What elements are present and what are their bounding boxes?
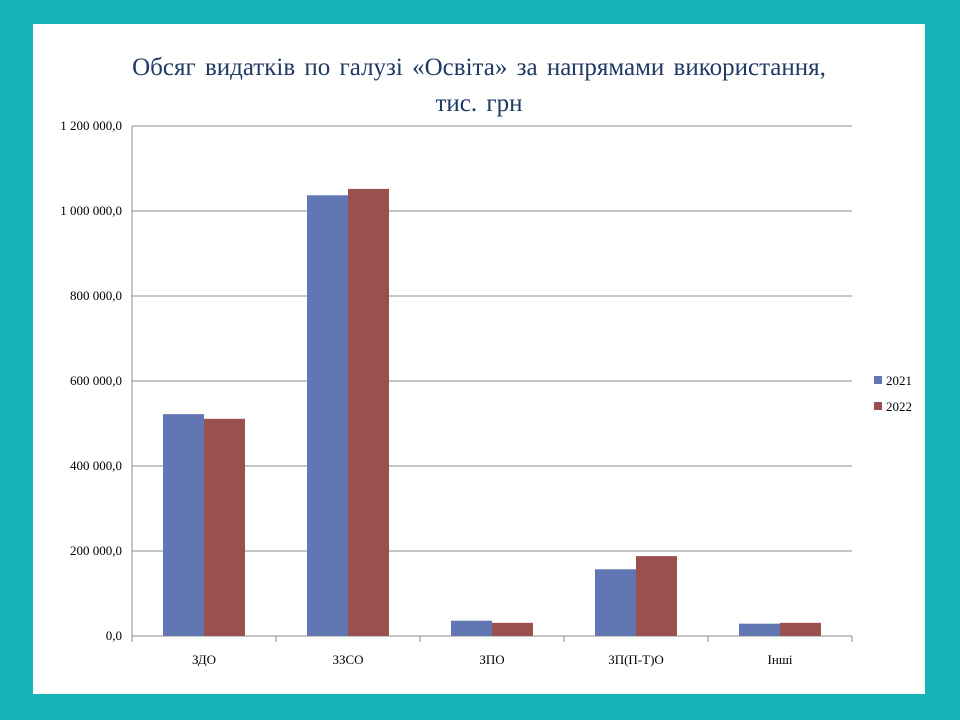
y-tick-label: 800 000,0 [70,288,122,303]
chart-title-line-2: тис. грн [435,90,523,117]
y-tick-label: 400 000,0 [70,458,122,473]
legend-label-2022: 2022 [886,399,912,414]
x-category-label: Інші [768,652,793,667]
bar-2021 [163,414,204,636]
y-tick-label: 1 000 000,0 [60,203,122,218]
bar-2022 [348,188,389,636]
chart-title: Обсяг видатків по галузі «Освіта» за нап… [33,50,925,122]
x-category-label: ЗПО [479,652,504,667]
y-tick-label: 0,0 [106,628,122,643]
legend-swatch-2021 [874,376,882,384]
legend-label-2021: 2021 [886,373,912,388]
bar-2022 [636,556,677,636]
x-category-label: ЗДО [192,652,216,667]
y-tick-label: 200 000,0 [70,543,122,558]
bar-2022 [492,622,533,636]
bar-2021 [307,195,348,636]
legend-swatch-2022 [874,402,882,410]
y-tick-label: 1 200 000,0 [60,118,122,133]
x-category-label: ЗП(П-Т)О [608,652,664,667]
x-category-label: ЗЗСО [332,652,363,667]
bar-2021 [451,620,492,636]
bar-2021 [739,623,780,636]
y-tick-label: 600 000,0 [70,373,122,388]
chart-title-line-1: Обсяг видатків по галузі «Освіта» за нап… [132,54,826,81]
bar-2021 [595,569,636,636]
bar-2022 [780,622,821,636]
bar-2022 [204,418,245,636]
